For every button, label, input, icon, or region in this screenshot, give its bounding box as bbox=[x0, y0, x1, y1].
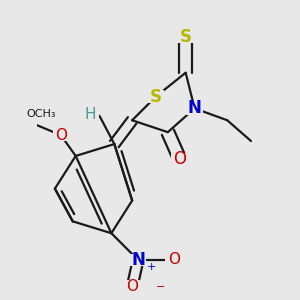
Text: O: O bbox=[126, 279, 138, 294]
FancyBboxPatch shape bbox=[13, 111, 37, 129]
Text: H: H bbox=[85, 107, 96, 122]
FancyBboxPatch shape bbox=[124, 280, 140, 293]
FancyBboxPatch shape bbox=[186, 102, 203, 115]
Text: O: O bbox=[168, 253, 180, 268]
Text: O: O bbox=[173, 150, 186, 168]
FancyBboxPatch shape bbox=[17, 106, 39, 123]
Text: −: − bbox=[156, 282, 165, 292]
Text: N: N bbox=[131, 251, 145, 269]
FancyBboxPatch shape bbox=[171, 153, 188, 165]
Text: O: O bbox=[55, 128, 67, 142]
FancyBboxPatch shape bbox=[82, 108, 99, 121]
FancyBboxPatch shape bbox=[130, 254, 146, 266]
Text: N: N bbox=[188, 99, 202, 117]
FancyBboxPatch shape bbox=[177, 31, 194, 43]
FancyBboxPatch shape bbox=[52, 129, 69, 141]
FancyBboxPatch shape bbox=[166, 254, 182, 266]
Text: S: S bbox=[180, 28, 192, 46]
Text: +: + bbox=[147, 262, 156, 272]
Text: S: S bbox=[150, 88, 162, 106]
FancyBboxPatch shape bbox=[148, 90, 164, 103]
Text: OCH₃: OCH₃ bbox=[27, 109, 56, 119]
